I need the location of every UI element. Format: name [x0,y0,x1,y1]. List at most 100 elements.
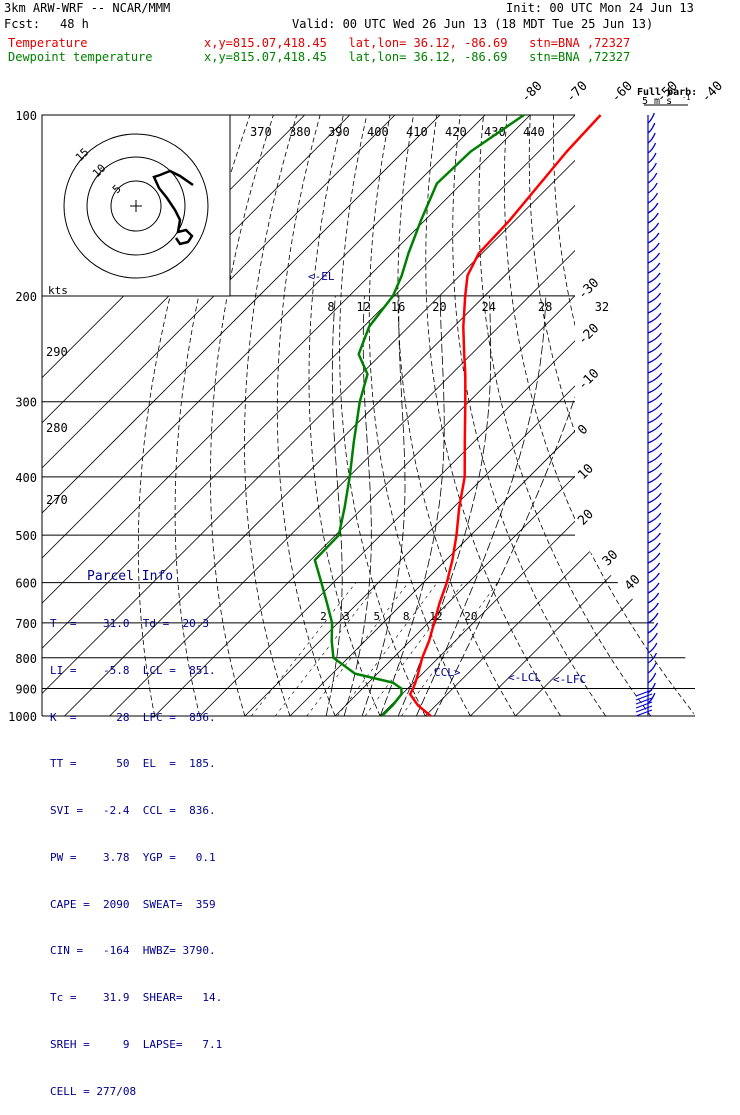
mixing-ratio-label: 2 [320,610,327,623]
parcel-row-svi: SVI = -2.4 CCL = 836. [50,803,260,819]
pressure-tick-label: 300 [15,396,37,410]
parcel-info-panel: Parcel Info T = 31.0 Td = 20.3 LI = -5.8… [50,538,260,1115]
wind-barb-icon [648,633,657,643]
wind-barb-icon [648,203,658,213]
dry-adiabat-line [277,115,335,716]
isotherm-label: 10 [575,461,597,483]
wind-barb-icon [648,263,660,273]
wind-barbs [636,113,662,716]
mixing-ratio-line [401,583,497,716]
wind-barb-icon [648,363,662,373]
dry-adiabat-line [453,115,606,716]
parcel-row-cin: CIN = -164 HWBZ= 3790. [50,943,260,959]
lfc-marker: <-LFC [553,673,586,686]
parcel-row-pw: PW = 3.78 YGP = 0.1 [50,850,260,866]
wind-barb-icon [648,503,661,513]
wind-barb-icon [648,293,661,303]
wind-barb-icon [648,623,658,633]
isotherm-line [335,115,740,716]
parcel-row-tc: Tc = 31.9 SHEAR= 14. [50,990,260,1006]
parcel-row-li: LI = -5.8 LCL = 851. [50,663,260,679]
wind-barb-icon [648,273,660,283]
wind-barb-icon [648,223,659,233]
dry-adiabat-line [647,115,740,716]
theta-label: 430 [484,125,506,139]
wind-barb-icon [648,313,661,323]
pressure-tick-label: 1000 [8,710,37,724]
sounding-curves [315,115,601,716]
dry-adiabat-line [600,115,740,716]
dry-adiabat-label: 270 [46,493,68,507]
dry-adiabat-line [553,115,740,716]
wind-barb-icon [648,253,660,263]
isotherm-label: -20 [575,321,602,348]
barb-key-sup: -1 [682,94,690,102]
wind-barb-icon [648,493,661,503]
wind-barb-icon [648,413,662,423]
wind-barb-icon [648,513,661,523]
wind-barb-icon [648,603,658,613]
wind-barb-icon [648,403,662,413]
wind-barb-icon [648,283,660,293]
dry-adiabat-line [694,115,740,716]
wind-barb-icon [648,243,659,253]
isotherm-label: 30 [600,547,622,569]
moist-adiabat-label: 16 [391,300,405,314]
pressure-tick-label: 200 [15,290,37,304]
mixing-ratio-label: 20 [464,610,477,623]
barb-key: Full barb: 5 m s -1 [637,87,697,107]
wind-barb-icon [648,113,654,123]
pressure-tick-label: 900 [15,682,37,696]
wind-barb-icon [648,643,657,653]
temperature-profile [410,115,600,716]
wind-barb-icon [648,133,655,143]
wind-barb-icon [648,433,662,443]
dry-adiabat-line [624,115,740,716]
dry-adiabat-line [577,115,740,716]
wind-barb-icon [648,473,662,483]
mixing-ratio-label: 3 [343,610,350,623]
parcel-row-tt: TT = 50 EL = 185. [50,756,260,772]
pressure-tick-label: 600 [15,577,37,591]
dry-adiabat-line [504,115,696,716]
moist-adiabat-label: 20 [432,300,446,314]
wind-barb-icon [648,393,662,403]
wind-barb-icon [648,123,655,133]
parcel-row-cape: CAPE = 2090 SWEAT= 359 [50,897,260,913]
wind-barb-icon [648,193,658,203]
wind-barb-icon [648,673,656,683]
dry-adiabat-line [717,115,740,716]
isotherm-label: -70 [564,79,591,106]
wind-barb-icon [648,373,662,383]
wind-barb-icon [648,543,660,553]
pressure-tick-label: 500 [15,529,37,543]
lcl-marker: <-LCL [508,671,541,684]
wind-barb-icon [648,233,659,243]
dry-adiabat-label: 280 [46,421,68,435]
wind-barb-icon [648,383,662,393]
isotherm-line [245,115,740,716]
wind-barb-icon [648,423,662,433]
wind-barb-icon [648,523,661,533]
dry-adiabat-line [670,115,740,716]
hodo-unit-label: kts [48,284,68,297]
parcel-info-title: Parcel Info [87,569,260,585]
wind-barb-icon [648,303,661,313]
pressure-tick-label: 800 [15,652,37,666]
parcel-row-t: T = 31.0 Td = 20.3 [50,616,260,632]
wind-barb-icon [648,563,660,573]
moist-adiabat-label: 28 [538,300,552,314]
pressure-tick-label: 700 [15,617,37,631]
isotherm-line [516,115,740,716]
isotherm-label: -40 [699,79,726,106]
theta-label: 420 [445,125,467,139]
wind-barb-icon [648,553,660,563]
theta-label: 440 [523,125,545,139]
dry-adiabat-line [426,115,561,716]
wind-barb-icon [648,353,662,363]
wind-barb-icon [648,343,662,353]
parcel-row-sreh: SREH = 9 LAPSE= 7.1 [50,1037,260,1053]
isotherm-label: -10 [575,366,602,393]
wind-barb-icon [648,583,659,593]
pressure-tick-label: 100 [15,109,37,123]
